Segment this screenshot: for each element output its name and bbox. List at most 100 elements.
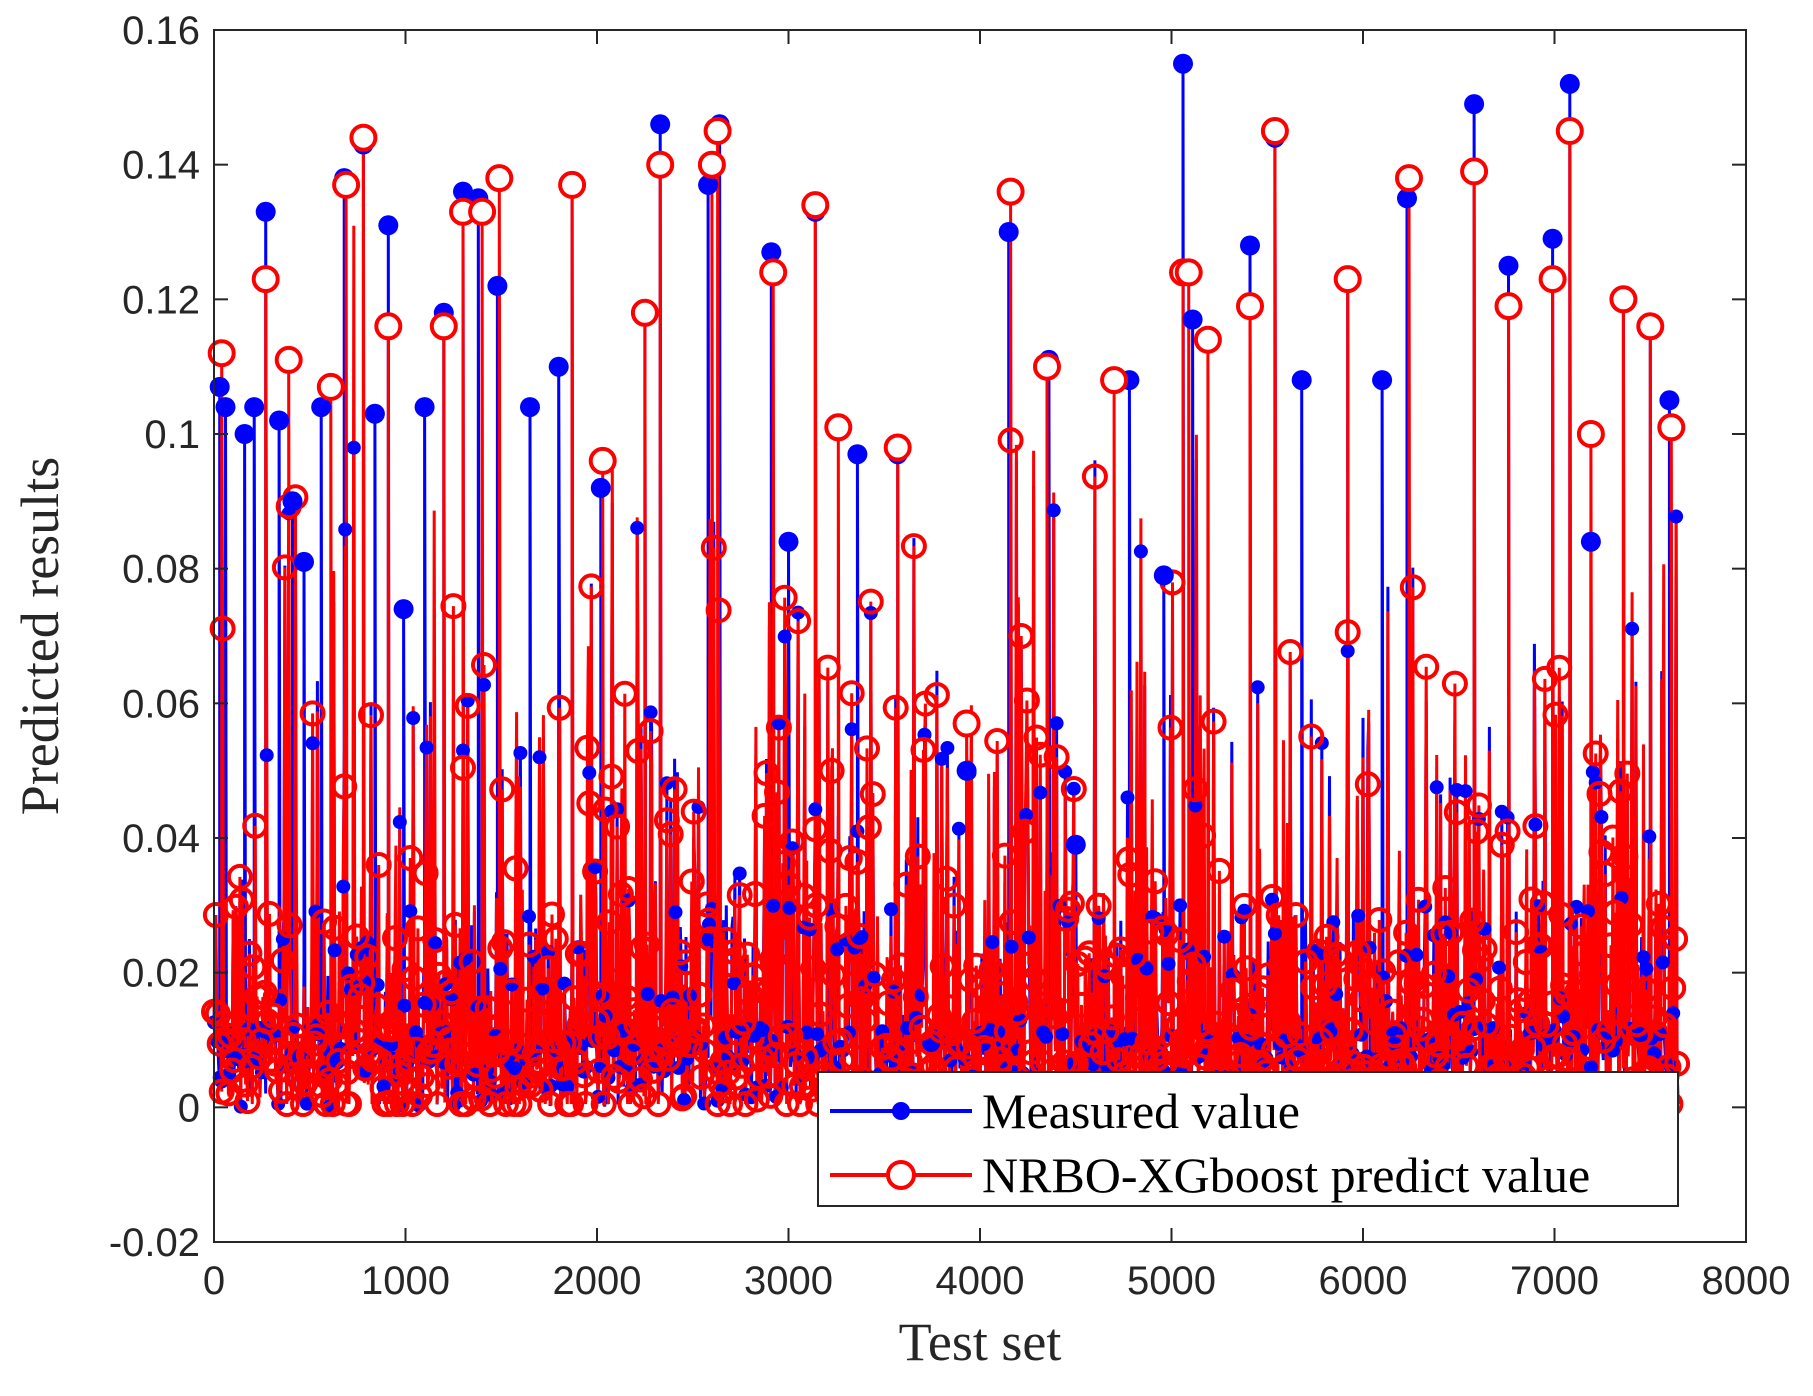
measured-marker: [844, 722, 859, 737]
predicted-marker: [514, 986, 541, 1013]
legend-box: [817, 1071, 1679, 1207]
predicted-marker: [1060, 776, 1087, 802]
measured-marker: [305, 736, 320, 751]
predicted-marker: [857, 588, 884, 615]
measured-peak-point: [294, 551, 314, 572]
predicted-peak-point: [824, 413, 853, 442]
predicted-marker: [1008, 623, 1035, 649]
measured-marker: [668, 905, 683, 920]
predicted-marker: [1461, 1015, 1488, 1042]
predicted-marker: [732, 1091, 759, 1117]
measured-peak-point: [1182, 309, 1203, 330]
predicted-marker: [846, 922, 873, 949]
predicted-marker: [1058, 890, 1085, 917]
predicted-peak-point: [996, 177, 1025, 206]
predicted-marker: [604, 813, 631, 840]
predicted-peak-point: [1260, 117, 1289, 145]
predicted-marker: [1283, 902, 1309, 928]
predicted-marker: [807, 1001, 834, 1028]
predicted-marker: [1023, 724, 1050, 751]
predicted-marker: [397, 845, 424, 871]
predicted-marker: [1015, 951, 1042, 978]
predicted-marker: [329, 1013, 356, 1040]
measured-peak-point: [590, 477, 611, 498]
measured-marker: [643, 705, 658, 720]
predicted-marker: [1081, 463, 1108, 490]
predicted-peak-point: [1236, 292, 1264, 321]
predicted-marker: [1188, 1010, 1215, 1037]
predicted-marker: [1599, 824, 1626, 851]
measured-marker: [582, 765, 597, 780]
predicted-marker: [838, 680, 865, 707]
measured-marker: [640, 987, 655, 1001]
measured-marker: [1217, 929, 1232, 944]
measured-marker: [677, 1092, 692, 1107]
predicted-marker: [840, 1044, 867, 1070]
predicted-marker: [991, 842, 1018, 869]
measured-marker: [1340, 644, 1355, 658]
predicted-marker: [834, 992, 861, 1019]
x-tick-label: 7000: [1510, 1259, 1599, 1303]
measured-marker: [1594, 810, 1609, 824]
measured-peak-point: [1240, 235, 1260, 256]
predicted-marker: [1334, 619, 1361, 646]
predicted-marker: [1142, 868, 1169, 895]
measured-peak-point: [761, 242, 782, 263]
predicted-marker: [880, 967, 907, 994]
predicted-marker: [625, 738, 652, 764]
measured-marker: [532, 750, 547, 765]
measured-peak-point: [1372, 370, 1393, 391]
measured-marker: [1429, 780, 1444, 795]
measured-marker: [777, 629, 792, 644]
measured-marker: [1046, 503, 1061, 518]
predicted-marker: [671, 1083, 698, 1110]
predicted-marker: [336, 1091, 362, 1117]
predicted-marker: [331, 773, 358, 800]
predicted-marker: [223, 893, 249, 920]
predicted-marker: [260, 1002, 287, 1029]
predicted-marker: [1128, 1041, 1155, 1068]
predicted-marker: [570, 1062, 597, 1089]
predicted-peak-point: [1100, 366, 1129, 395]
predicted-peak-point: [588, 446, 617, 475]
measured-marker: [1583, 1060, 1598, 1075]
predicted-marker: [293, 1058, 320, 1085]
predicted-marker: [1265, 902, 1292, 929]
predicted-marker: [814, 654, 841, 681]
predicted-marker: [450, 754, 476, 781]
measured-marker: [1625, 621, 1640, 636]
predicted-peak-point: [1636, 312, 1665, 341]
measured-marker: [1161, 956, 1176, 971]
predicted-peak-point: [485, 164, 514, 193]
predicted-marker: [645, 1091, 672, 1117]
predicted-marker: [961, 1008, 988, 1035]
y-tick-label: 0: [178, 1086, 200, 1130]
predicted-marker: [1021, 965, 1048, 992]
predicted-marker: [771, 584, 798, 611]
predicted-marker: [910, 736, 937, 763]
predicted-marker: [542, 925, 569, 952]
x-tick-label: 5000: [1127, 1259, 1216, 1303]
predicted-marker: [471, 652, 497, 678]
measured-peak-point: [414, 397, 435, 418]
predicted-marker: [363, 992, 390, 1019]
predicted-marker: [1505, 987, 1532, 1014]
y-axis-title: Predicted results: [10, 457, 70, 815]
measured-marker: [336, 879, 351, 894]
predicted-marker: [1601, 899, 1628, 926]
predicted-marker: [1512, 949, 1539, 975]
measured-marker: [830, 942, 845, 957]
predicted-marker: [365, 852, 392, 878]
measured-marker: [1021, 930, 1036, 945]
predicted-marker: [240, 954, 267, 981]
measured-marker: [951, 821, 966, 836]
predicted-marker: [1578, 961, 1605, 988]
predicted-marker: [276, 912, 303, 939]
predicted-peak-point: [697, 150, 726, 179]
measured-marker: [732, 866, 747, 881]
predicted-marker: [1614, 760, 1641, 787]
measured-peak-point: [1173, 53, 1193, 74]
predicted-marker: [1002, 989, 1029, 1016]
predicted-marker: [873, 1032, 900, 1059]
